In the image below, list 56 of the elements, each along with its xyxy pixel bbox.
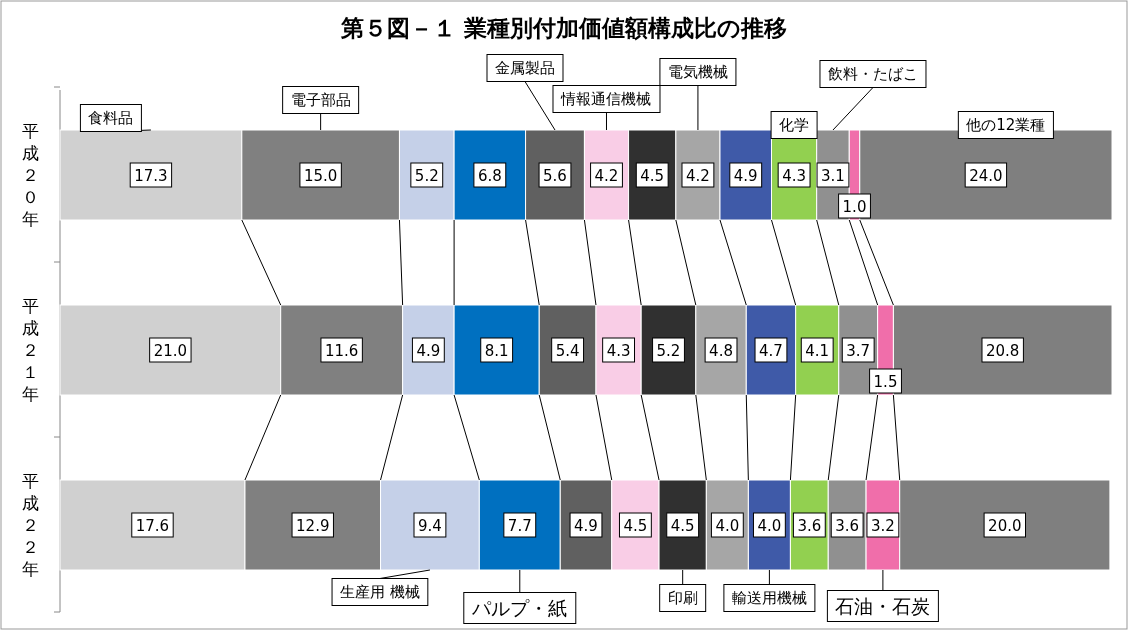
- data-label: 4.0: [757, 517, 782, 535]
- data-label: 8.1: [484, 342, 509, 360]
- data-label: 3.1: [821, 167, 845, 185]
- data-label: 4.5: [670, 517, 695, 535]
- series-label: 他の12業種: [966, 116, 1046, 135]
- data-label: 4.1: [805, 342, 830, 360]
- series-label: パルプ・紙: [471, 596, 568, 619]
- data-label: 3.6: [797, 517, 822, 535]
- data-label: 1.0: [842, 198, 867, 216]
- data-label: 17.6: [135, 517, 170, 535]
- data-label: 3.2: [870, 517, 895, 535]
- chart-title: 第５図－１ 業種別付加価値額構成比の推移: [339, 15, 788, 41]
- data-label: 4.7: [759, 342, 783, 360]
- data-label: 4.2: [686, 167, 710, 185]
- data-label: 20.0: [988, 517, 1022, 535]
- series-label: 生産用 機械: [340, 583, 420, 602]
- data-label: 24.0: [969, 167, 1003, 185]
- series-label: 印刷: [667, 589, 698, 608]
- data-label: 7.7: [507, 517, 532, 535]
- data-label: 3.7: [846, 342, 871, 360]
- text: 情報通信機械: [560, 90, 652, 109]
- data-label: 21.0: [153, 342, 188, 360]
- text: 電気機械: [667, 63, 728, 82]
- data-label: 4.5: [640, 167, 665, 185]
- y-tick-label: 平成２２年: [21, 471, 39, 579]
- data-label: 4.3: [782, 167, 807, 185]
- data-label: 4.2: [594, 167, 619, 185]
- data-label: 5.2: [656, 342, 681, 360]
- data-label: 12.9: [296, 517, 330, 535]
- series-label: 食料品: [88, 109, 134, 128]
- text: 飲料・たばこ: [827, 65, 918, 84]
- series-label: 化学: [779, 116, 810, 135]
- data-label: 9.4: [418, 517, 442, 535]
- series-label: 輸送用機械: [731, 589, 807, 608]
- data-label: 5.6: [543, 167, 567, 185]
- data-label: 4.3: [606, 342, 631, 360]
- data-label: 5.4: [555, 342, 580, 360]
- series-label: 電子部品: [290, 91, 351, 110]
- data-label: 3.6: [835, 517, 860, 535]
- data-label: 5.2: [414, 167, 439, 185]
- text: 金属製品: [495, 59, 555, 78]
- y-tick-label: 平成２０年: [21, 121, 39, 229]
- series-label: 石油・石炭: [835, 594, 931, 617]
- y-tick-label: 平成２１年: [21, 296, 39, 404]
- data-label: 17.3: [134, 167, 168, 185]
- data-label: 6.8: [477, 167, 502, 185]
- data-label: 4.0: [715, 517, 740, 535]
- data-label: 4.9: [574, 517, 598, 535]
- data-label: 4.8: [709, 342, 733, 360]
- data-label: 15.0: [303, 167, 338, 185]
- data-label: 4.9: [733, 167, 758, 185]
- data-label: 4.5: [623, 517, 648, 535]
- data-label: 1.5: [873, 373, 898, 391]
- data-label: 20.8: [986, 342, 1020, 360]
- data-label: 4.9: [416, 342, 441, 360]
- data-label: 11.6: [324, 342, 359, 360]
